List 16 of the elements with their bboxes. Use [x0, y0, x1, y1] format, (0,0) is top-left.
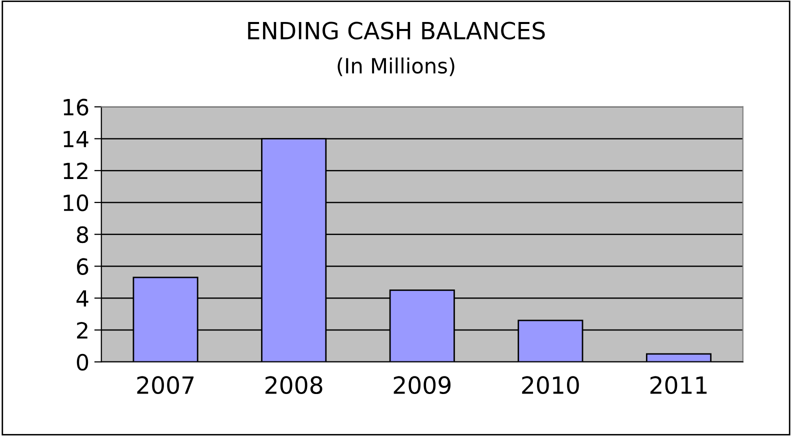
y-tick-label: 14: [64, 130, 88, 148]
y-tick-label: 12: [64, 162, 88, 180]
x-tick-label: 2011: [650, 376, 707, 394]
x-tick-label: 2009: [394, 376, 451, 394]
chart-title: ENDING CASH BALANCES: [248, 22, 545, 40]
y-tick-label: 4: [76, 290, 88, 307]
y-tick-label: 6: [76, 258, 88, 275]
x-tick-label: 2010: [522, 376, 579, 394]
x-tick-label: 2008: [266, 376, 322, 394]
y-tick-label: 2: [77, 322, 88, 338]
y-tick-label: 0: [76, 354, 88, 371]
x-tick-label: 2007: [137, 376, 194, 394]
y-tick-label: 16: [64, 98, 88, 116]
chart-subtitle: (In Millions): [338, 58, 454, 76]
y-tick-label: 10: [64, 194, 88, 212]
y-tick-label: 8: [76, 226, 88, 244]
